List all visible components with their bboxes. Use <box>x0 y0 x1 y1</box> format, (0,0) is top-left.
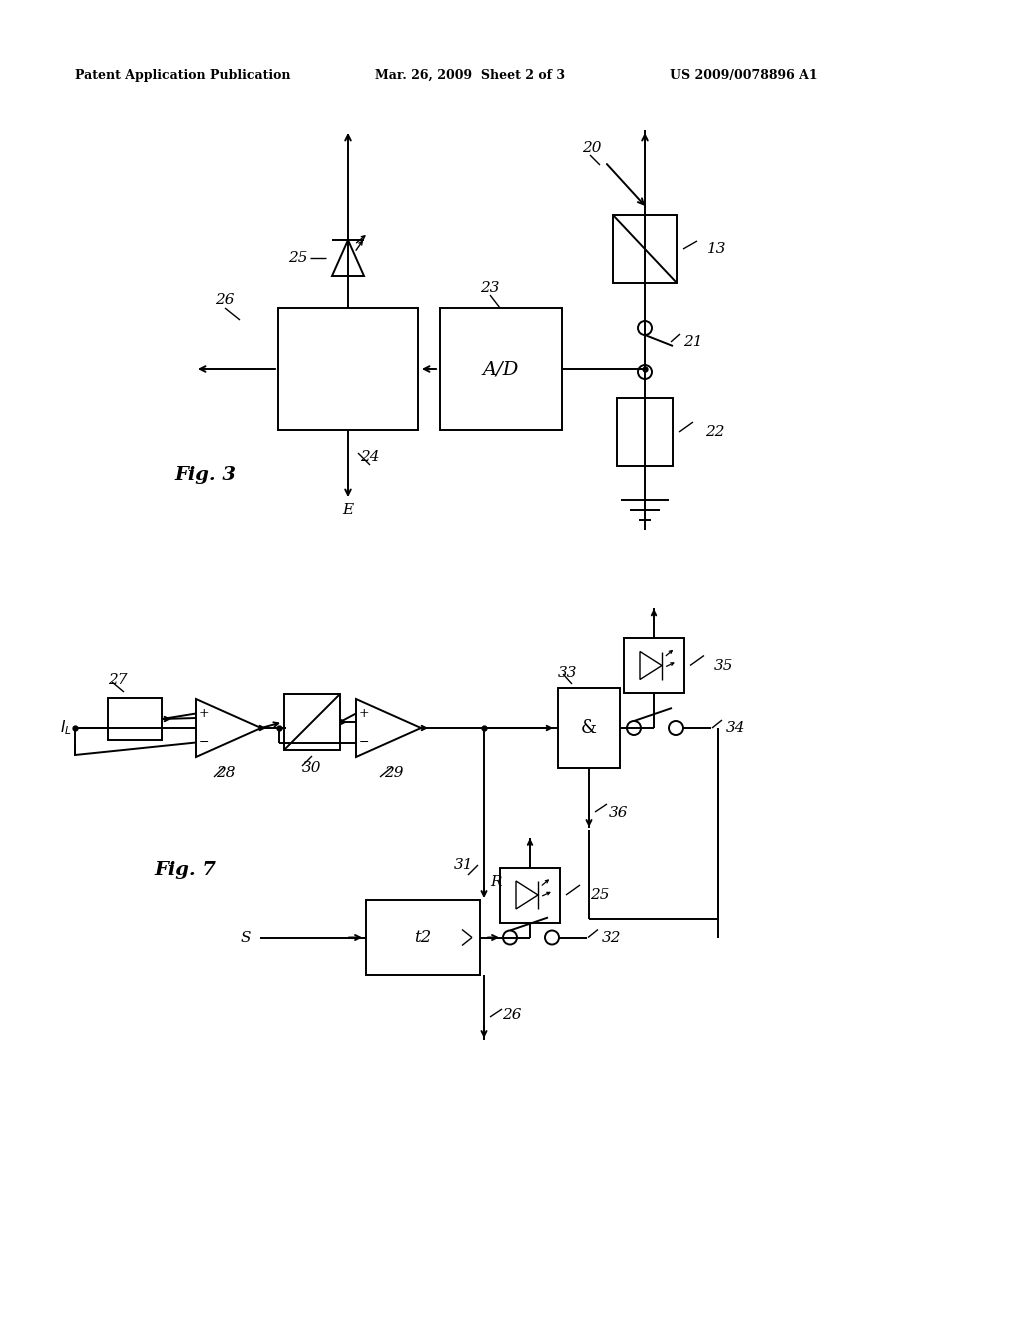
Text: 26: 26 <box>215 293 234 308</box>
Bar <box>617 399 673 466</box>
Text: 31: 31 <box>455 858 474 873</box>
Text: 24: 24 <box>360 450 380 465</box>
Text: 36: 36 <box>609 807 629 820</box>
Text: $I_L$: $I_L$ <box>60 718 72 738</box>
Text: E: E <box>342 503 353 517</box>
Bar <box>500 867 560 923</box>
Text: 34: 34 <box>726 721 745 735</box>
Text: +: + <box>358 708 370 719</box>
Text: 13: 13 <box>707 242 726 256</box>
Bar <box>558 688 620 768</box>
Bar <box>284 694 340 750</box>
Text: t2: t2 <box>415 929 432 946</box>
Bar <box>624 638 684 693</box>
Text: Fig. 3: Fig. 3 <box>174 466 236 484</box>
Bar <box>278 308 418 430</box>
Bar <box>108 698 162 741</box>
Text: 28: 28 <box>216 766 236 780</box>
Text: 26: 26 <box>502 1008 521 1022</box>
Text: S: S <box>241 931 251 945</box>
Text: US 2009/0078896 A1: US 2009/0078896 A1 <box>670 69 817 82</box>
Text: 32: 32 <box>602 931 622 945</box>
Text: 22: 22 <box>705 425 725 440</box>
Text: 25: 25 <box>289 251 308 265</box>
Text: Fig. 7: Fig. 7 <box>154 861 216 879</box>
Text: 23: 23 <box>480 281 500 294</box>
Text: Patent Application Publication: Patent Application Publication <box>75 69 291 82</box>
Text: −: − <box>358 737 370 748</box>
Bar <box>613 215 677 282</box>
Text: 29: 29 <box>384 766 403 780</box>
Text: R: R <box>490 875 502 888</box>
Bar <box>440 308 562 430</box>
Text: 30: 30 <box>302 762 322 775</box>
Text: A/D: A/D <box>482 360 519 378</box>
Text: +: + <box>199 708 209 719</box>
Text: 25: 25 <box>590 888 609 902</box>
Text: −: − <box>199 737 209 748</box>
Text: 35: 35 <box>714 659 733 672</box>
Text: 21: 21 <box>683 335 702 348</box>
Bar <box>366 900 480 975</box>
Text: 20: 20 <box>582 141 601 154</box>
Text: 27: 27 <box>109 673 128 686</box>
Text: &: & <box>581 719 597 737</box>
Text: Mar. 26, 2009  Sheet 2 of 3: Mar. 26, 2009 Sheet 2 of 3 <box>375 69 565 82</box>
Text: 33: 33 <box>558 667 578 680</box>
